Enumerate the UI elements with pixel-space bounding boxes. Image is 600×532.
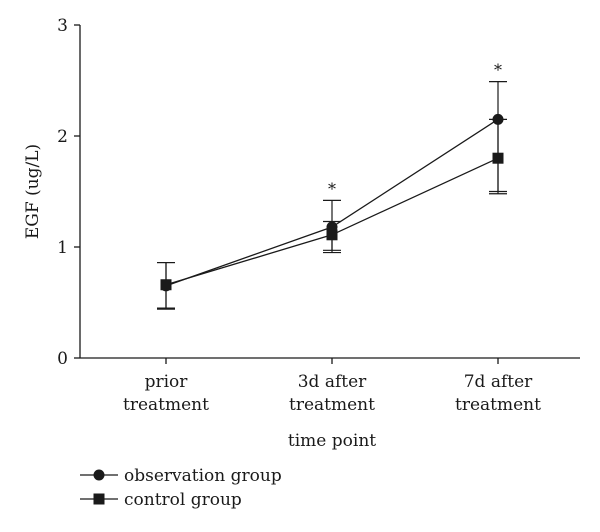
x-tick-label: prior [145,372,189,392]
y-tick-label: 0 [57,349,68,369]
x-tick-label: treatment [455,395,541,415]
axes: 0 1 2 3 prior treatment 3d after treatment 7d af… [57,16,580,415]
data-point-square [326,229,338,241]
x-tick-label: 7d after [464,372,533,392]
y-tick-label: 1 [57,238,68,258]
legend-marker-circle [93,469,105,481]
x-tick-label: 3d after [298,372,367,392]
data-point-square [492,152,504,164]
x-tick-label: treatment [123,395,209,415]
series-layer: ** [157,61,507,310]
legend-label: observation group [124,466,282,486]
x-tick-label: treatment [289,395,375,415]
significance-marker: * [494,61,502,80]
data-point-square [160,279,172,291]
labels-layer: EGF (ug/L) time point [23,144,376,451]
legend-label: control group [124,490,242,510]
x-axis-title: time point [288,431,376,451]
legend: observation group control group [80,466,282,510]
legend-marker-square [93,493,105,505]
y-axis-title: EGF (ug/L) [23,144,43,239]
y-tick-label: 2 [57,127,68,147]
significance-marker: * [328,179,336,198]
y-tick-label: 3 [57,16,68,36]
